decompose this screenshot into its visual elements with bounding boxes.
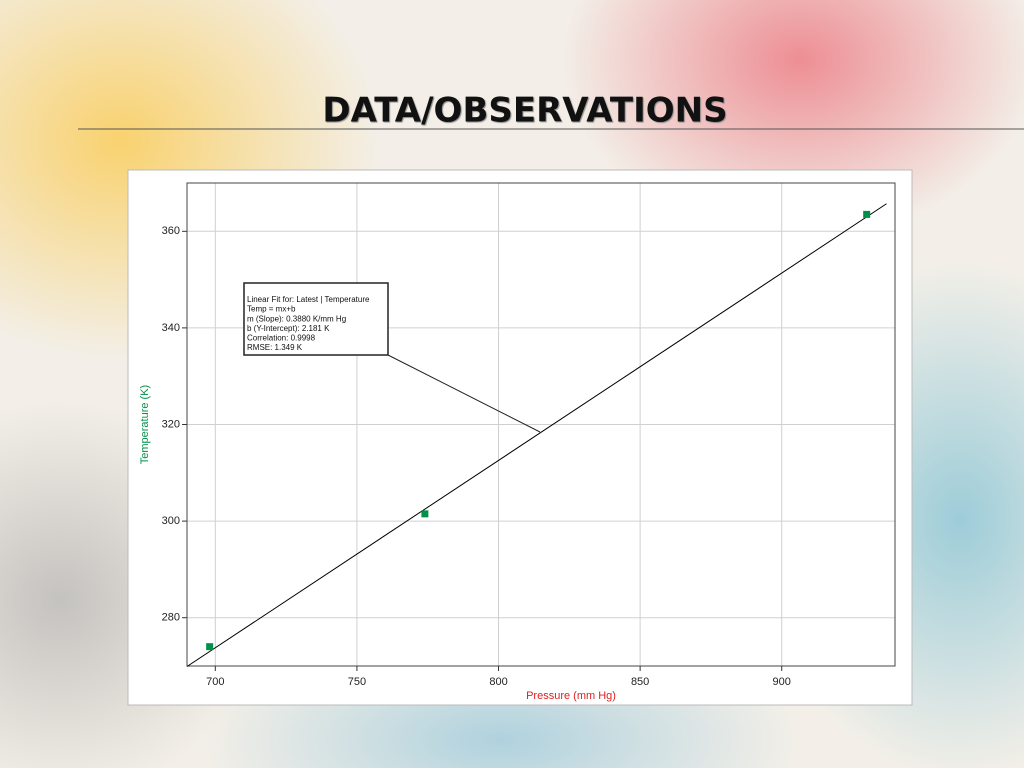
annotation-line: Correlation: 0.9998	[247, 334, 316, 343]
x-tick-label: 800	[489, 676, 507, 688]
annotation-line: m (Slope): 0.3880 K/mm Hg	[247, 314, 346, 323]
plot-frame	[186, 182, 896, 667]
data-point	[863, 210, 871, 218]
annotation-leader	[387, 354, 541, 433]
y-tick-label: 280	[162, 612, 180, 624]
annotation-line: RMSE: 1.349 K	[247, 343, 303, 352]
annotation-line: Temp = mx+b	[247, 305, 296, 314]
y-tick-label: 340	[162, 322, 180, 334]
annotation-line: b (Y-Intercept): 2.181 K	[247, 324, 330, 333]
x-tick-label: 900	[773, 676, 791, 688]
slide-title: DATA/OBSERVATIONS	[322, 91, 727, 131]
annotation-line: Linear Fit for: Latest | Temperature	[247, 295, 370, 304]
y-tick-label: 360	[162, 225, 180, 237]
chart-panel	[127, 169, 913, 706]
y-tick-label: 300	[162, 515, 180, 527]
x-tick-label: 700	[206, 676, 224, 688]
fit-line	[186, 203, 887, 667]
x-axis-label: Pressure (mm Hg)	[526, 690, 616, 702]
annotation-box	[243, 282, 389, 356]
y-axis-label: Temperature (K)	[139, 385, 151, 464]
x-tick-label: 850	[631, 676, 649, 688]
data-point	[421, 510, 429, 518]
y-tick-label: 320	[162, 418, 180, 430]
data-point	[206, 643, 214, 651]
x-tick-label: 750	[348, 676, 366, 688]
